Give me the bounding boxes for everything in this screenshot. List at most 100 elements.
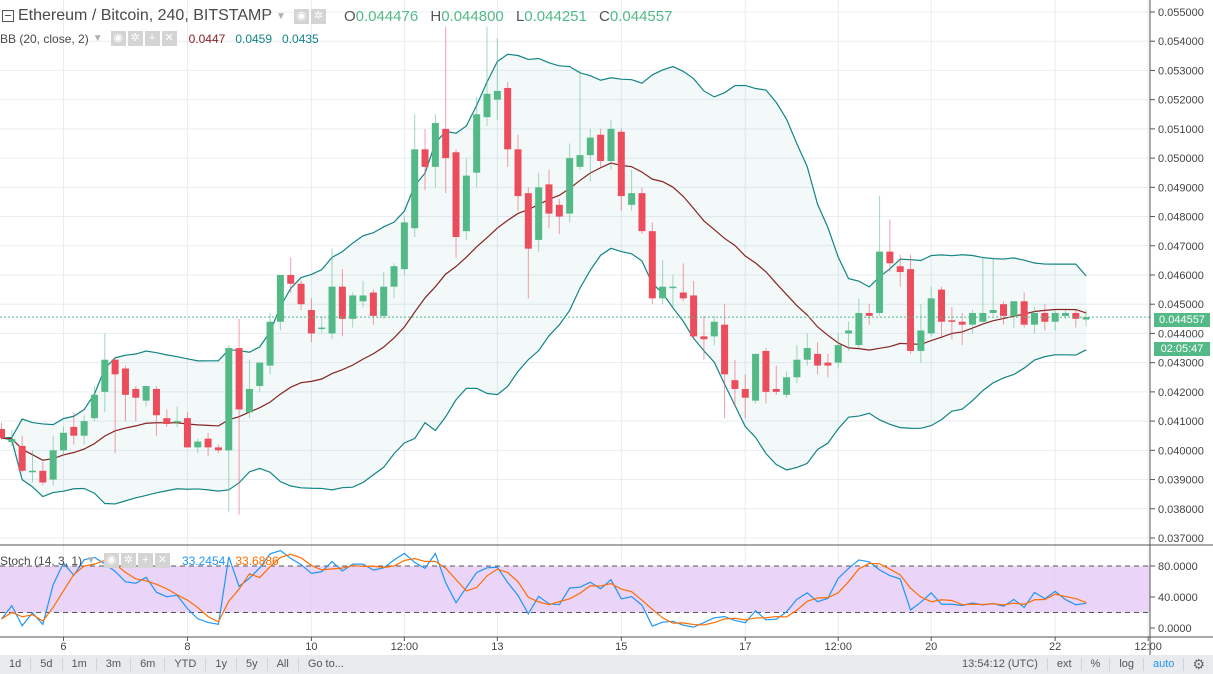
candle-up xyxy=(669,286,677,289)
candle-down xyxy=(958,321,966,325)
range-1y[interactable]: 1y xyxy=(206,658,237,671)
candle-down xyxy=(121,368,129,395)
candle-up xyxy=(586,137,594,156)
candle-down xyxy=(514,149,522,197)
close-icon[interactable]: ✕ xyxy=(161,31,177,46)
x-tick-label: 12:00 xyxy=(1134,641,1162,653)
collapse-icon[interactable] xyxy=(2,10,14,22)
bb-lower-line xyxy=(1,247,1087,505)
bb-title[interactable]: BB (20, close, 2) xyxy=(0,31,89,46)
ext-toggle[interactable]: ext xyxy=(1048,658,1082,671)
range-3m[interactable]: 3m xyxy=(97,658,132,671)
candle-down xyxy=(421,149,429,167)
candle-down xyxy=(369,292,377,316)
chart-canvas[interactable]: 0.055000 0.054000 0.053000 0.052000 0.051000… xyxy=(0,0,1213,655)
stoch-title[interactable]: Stoch (14, 3, 1) xyxy=(0,553,83,568)
candle-down xyxy=(18,445,26,471)
gear-icon[interactable]: ✲ xyxy=(120,553,136,568)
auto-toggle[interactable]: auto xyxy=(1144,658,1185,671)
range-5d[interactable]: 5d xyxy=(31,658,63,671)
close-value: 0.044557 xyxy=(609,7,673,25)
y-tick-label: 0.039000 xyxy=(1158,475,1204,487)
percent-toggle[interactable]: % xyxy=(1082,658,1111,671)
x-tick-label: 12:00 xyxy=(824,641,852,653)
plus-icon[interactable]: + xyxy=(144,31,160,46)
chevron-down-icon[interactable]: ▼ xyxy=(86,555,96,566)
close-icon[interactable]: ✕ xyxy=(154,553,170,568)
symbol-title[interactable]: Ethereum / Bitcoin, 240, BITSTAMP xyxy=(18,7,273,24)
candle-down xyxy=(731,380,739,389)
range-1m[interactable]: 1m xyxy=(63,658,97,671)
y-tick-label: 0.044000 xyxy=(1158,328,1204,340)
candle-down xyxy=(555,204,563,217)
y-tick-label: 0.048000 xyxy=(1158,212,1204,224)
range-5y[interactable]: 5y xyxy=(237,658,268,671)
candle-down xyxy=(163,418,171,425)
candle-up xyxy=(1051,312,1059,322)
y-tick-label: 0.054000 xyxy=(1158,36,1204,48)
candle-up xyxy=(225,348,233,451)
candle-up xyxy=(194,441,202,448)
x-tick-label: 17 xyxy=(739,641,751,653)
stoch-y-tick-label: 80.0000 xyxy=(1158,561,1198,573)
candle-up xyxy=(245,388,253,413)
x-tick-label: 13 xyxy=(491,641,503,653)
candle-down xyxy=(0,428,5,439)
stoch-y-tick-label: 40.0000 xyxy=(1158,592,1198,604)
range-1d[interactable]: 1d xyxy=(0,658,32,671)
clock[interactable]: 13:54:12 (UTC) xyxy=(953,658,1048,671)
y-tick-label: 0.037000 xyxy=(1158,533,1204,545)
main-legend: Ethereum / Bitcoin, 240, BITSTAMP ▼ ◉ ✲ O… xyxy=(0,7,672,25)
candle-up xyxy=(380,286,388,316)
bb-fill xyxy=(1,54,1087,504)
candle-up xyxy=(256,362,264,387)
range-all[interactable]: All xyxy=(268,658,299,671)
candle-down xyxy=(307,310,315,334)
range-ytd[interactable]: YTD xyxy=(165,658,207,671)
candle-up xyxy=(783,377,791,395)
candle-up xyxy=(49,450,57,480)
candle-up xyxy=(349,295,357,319)
y-tick-label: 0.046000 xyxy=(1158,270,1204,282)
candle-up xyxy=(710,321,718,337)
candle-up xyxy=(834,345,842,363)
gear-icon[interactable]: ✲ xyxy=(127,31,143,46)
y-tick-label: 0.045000 xyxy=(1158,299,1204,311)
candle-up xyxy=(535,187,543,240)
eye-icon[interactable]: ◉ xyxy=(103,553,119,568)
candle-down xyxy=(524,193,532,249)
candle-up xyxy=(793,359,801,378)
open-value: 0.044476 xyxy=(355,7,419,25)
chevron-down-icon[interactable]: ▼ xyxy=(92,33,103,44)
candle-down xyxy=(545,184,553,214)
eye-icon[interactable]: ◉ xyxy=(293,8,309,24)
x-tick-label: 10 xyxy=(305,641,317,653)
log-toggle[interactable]: log xyxy=(1110,658,1145,671)
candle-down xyxy=(948,320,956,322)
eye-icon[interactable]: ◉ xyxy=(110,31,126,46)
candle-down xyxy=(338,286,346,319)
bb-lower-value: 0.0435 xyxy=(282,31,319,46)
y-tick-label: 0.055000 xyxy=(1158,7,1204,19)
stoch-y-tick-label: 0.0000 xyxy=(1158,623,1192,635)
goto-button[interactable]: Go to... xyxy=(307,658,344,670)
candle-up xyxy=(28,470,36,473)
candle-up xyxy=(927,298,935,334)
bb-basis-value: 0.0447 xyxy=(188,31,226,46)
gear-icon[interactable]: ⚙ xyxy=(1192,656,1205,672)
candle-down xyxy=(111,359,119,375)
stoch-d-value: 33.6886 xyxy=(235,553,279,568)
candle-up xyxy=(803,348,811,360)
candle-up xyxy=(101,359,109,392)
plus-icon[interactable]: + xyxy=(137,553,153,568)
bollinger-bands xyxy=(1,53,1087,505)
candle-up xyxy=(989,310,997,313)
y-tick-label: 0.049000 xyxy=(1158,182,1204,194)
chevron-down-icon[interactable]: ▼ xyxy=(276,10,286,22)
candle-up xyxy=(979,312,987,322)
range-6m[interactable]: 6m xyxy=(131,658,166,671)
candle-up xyxy=(483,93,491,118)
candle-up xyxy=(80,421,88,436)
x-tick-label: 22 xyxy=(1049,641,1061,653)
gear-icon[interactable]: ✲ xyxy=(310,8,326,24)
